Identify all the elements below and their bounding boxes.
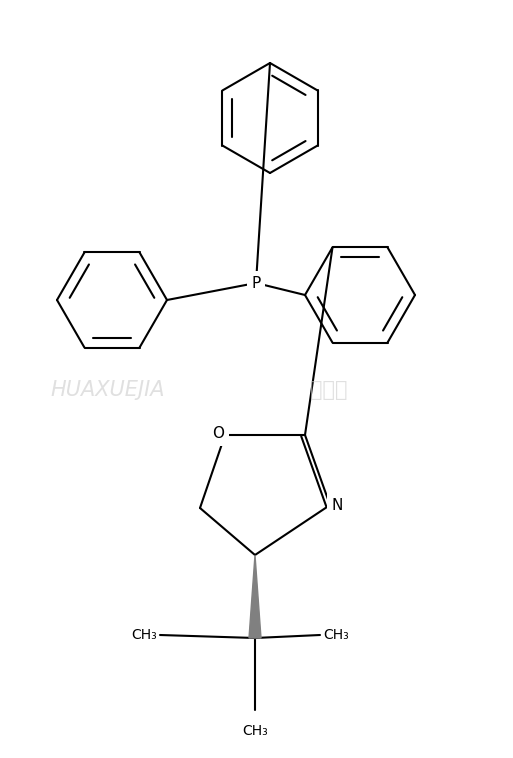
Text: 化学加: 化学加: [310, 380, 347, 400]
Text: CH₃: CH₃: [131, 628, 157, 642]
Polygon shape: [249, 555, 261, 638]
Text: P: P: [251, 275, 261, 290]
Text: CH₃: CH₃: [242, 724, 268, 738]
Text: O: O: [212, 427, 224, 441]
Text: CH₃: CH₃: [323, 628, 349, 642]
Text: HUAXUEJIA: HUAXUEJIA: [50, 380, 165, 400]
Text: N: N: [331, 497, 343, 512]
